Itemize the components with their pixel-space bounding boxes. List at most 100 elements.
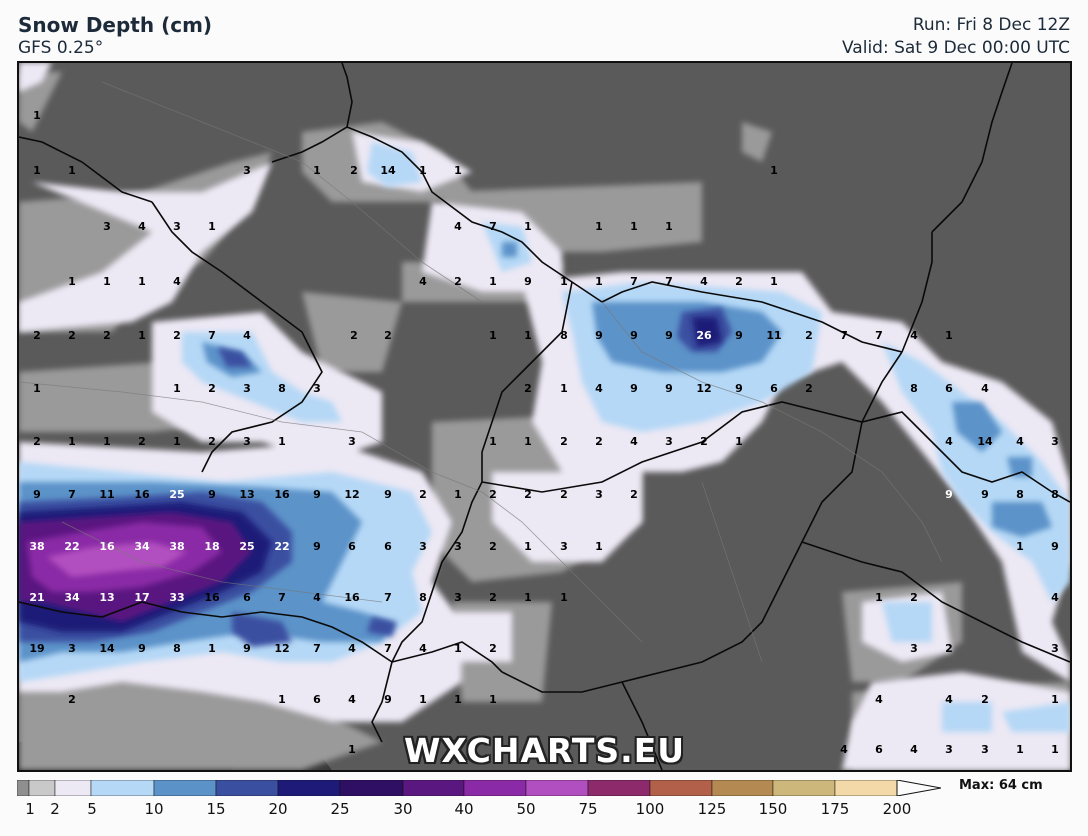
snow-depth-value: 9 <box>384 693 392 706</box>
snow-depth-value: 12 <box>274 642 289 655</box>
snow-depth-value: 1 <box>138 329 146 342</box>
legend-swatch <box>525 780 589 796</box>
snow-depth-value: 4 <box>243 329 251 342</box>
legend-tick-label: 175 <box>820 800 850 818</box>
snow-depth-value: 1 <box>454 488 462 501</box>
legend-swatch <box>28 780 56 796</box>
map-canvas: 11 1 3 1 2 14 1 1 13 4 3 1 4 7 1 1 1 11 1 1 4 4 2 1 9 1 1 7 7 4 2 12 2 2 1… <box>19 63 1070 770</box>
snow-depth-value: 4 <box>313 591 321 604</box>
watermark-logo: WXCHARTS.EU <box>403 731 686 770</box>
run-label: Run: Fri 8 Dec 12Z <box>912 15 1070 35</box>
snow-depth-value: 4 <box>419 642 427 655</box>
legend-swatch <box>153 780 217 796</box>
snow-depth-value: 1 <box>68 164 76 177</box>
snow-depth-value: 2 <box>384 329 392 342</box>
snow-depth-value: 9 <box>384 488 392 501</box>
legend-swatch <box>587 780 651 796</box>
snow-depth-value: 9 <box>243 642 251 655</box>
snow-depth-value: 6 <box>384 540 392 553</box>
snow-depth-value: 6 <box>243 591 251 604</box>
snow-depth-value: 1 <box>524 435 532 448</box>
snow-depth-value: 9 <box>138 642 146 655</box>
country-borders <box>19 63 1070 770</box>
snow-depth-value: 8 <box>1016 488 1024 501</box>
legend-tick-label: 2 <box>50 800 60 818</box>
snow-depth-value: 9 <box>33 488 41 501</box>
snow-depth-value: 1 <box>208 220 216 233</box>
snow-depth-value: 2 <box>208 382 216 395</box>
snow-depth-value: 9 <box>665 329 673 342</box>
snow-depth-value: 2 <box>805 382 813 395</box>
legend-swatch <box>54 780 92 796</box>
snow-depth-value: 1 <box>313 164 321 177</box>
snow-depth-value: 1 <box>524 591 532 604</box>
snow-depth-value: 2 <box>33 329 41 342</box>
valid-time-label: Valid: Sat 9 Dec 00:00 UTC <box>842 38 1070 58</box>
snow-depth-value: 1 <box>945 329 953 342</box>
snow-depth-value: 6 <box>945 382 953 395</box>
snow-depth-value: 1 <box>770 275 778 288</box>
snow-depth-value: 1 <box>1016 540 1024 553</box>
snow-depth-value: 2 <box>945 642 953 655</box>
snow-depth-value: 11 <box>99 488 114 501</box>
snow-depth-value: 1 <box>595 275 603 288</box>
snow-depth-value: 1 <box>595 220 603 233</box>
snow-depth-value: 1 <box>875 591 883 604</box>
snow-depth-value: 2 <box>524 382 532 395</box>
snow-depth-value: 1 <box>33 382 41 395</box>
snow-depth-value: 9 <box>595 329 603 342</box>
snow-depth-value: 16 <box>99 540 115 553</box>
chart-title: Snow Depth (cm) <box>18 13 213 37</box>
snow-depth-value: 2 <box>700 435 708 448</box>
snow-depth-value: 1 <box>454 693 462 706</box>
snow-depth-value: 1 <box>33 164 41 177</box>
snow-depth-value: 6 <box>348 540 356 553</box>
snow-depth-value: 4 <box>840 743 848 756</box>
snow-depth-value: 4 <box>910 743 918 756</box>
snow-depth-value: 4 <box>348 642 356 655</box>
snow-depth-value: 2 <box>419 488 427 501</box>
snow-depth-value: 1 <box>278 693 286 706</box>
snow-depth-value: 18 <box>204 540 219 553</box>
snow-depth-value: 7 <box>489 220 497 233</box>
snow-depth-value: 2 <box>454 275 462 288</box>
snow-depth-value: 7 <box>384 591 392 604</box>
snow-depth-value: 1 <box>1016 743 1024 756</box>
snow-depth-value: 1 <box>68 435 76 448</box>
legend-tick-label: 1 <box>25 800 35 818</box>
snow-depth-value: 9 <box>1051 540 1059 553</box>
snow-depth-value: 1 <box>103 275 111 288</box>
snow-depth-value: 1 <box>489 275 497 288</box>
snow-depth-value: 1 <box>348 743 356 756</box>
legend-swatch <box>649 780 713 796</box>
snow-depth-value: 2 <box>68 329 76 342</box>
snow-depth-value: 38 <box>29 540 44 553</box>
snow-depth-value: 7 <box>840 329 848 342</box>
legend-swatch <box>17 780 30 796</box>
snow-depth-value: 1 <box>208 642 216 655</box>
snow-depth-value: 1 <box>630 220 638 233</box>
snow-depth-value: 1 <box>735 435 743 448</box>
max-value-label: Max: 64 cm <box>959 778 1043 793</box>
snow-depth-value: 1 <box>33 109 41 122</box>
snow-depth-value: 1 <box>454 164 462 177</box>
snow-depth-value: 9 <box>945 488 953 501</box>
snow-depth-value: 3 <box>243 435 251 448</box>
snow-depth-value: 1 <box>419 693 427 706</box>
snow-depth-value: 8 <box>910 382 918 395</box>
snow-depth-value: 2 <box>735 275 743 288</box>
snow-depth-value: 1 <box>524 540 532 553</box>
snow-depth-value: 1 <box>138 275 146 288</box>
snow-depth-value: 1 <box>419 164 427 177</box>
snow-depth-value: 1 <box>770 164 778 177</box>
snow-depth-value: 3 <box>910 642 918 655</box>
snow-depth-value: 3 <box>173 220 181 233</box>
snow-depth-value: 22 <box>64 540 79 553</box>
legend-tick-label: 50 <box>516 800 536 818</box>
snow-depth-value: 2 <box>910 591 918 604</box>
snow-depth-value: 1 <box>1051 693 1059 706</box>
snow-depth-value: 12 <box>344 488 359 501</box>
snow-depth-value: 16 <box>274 488 290 501</box>
snow-depth-value: 3 <box>243 164 251 177</box>
snow-depth-value: 9 <box>981 488 989 501</box>
